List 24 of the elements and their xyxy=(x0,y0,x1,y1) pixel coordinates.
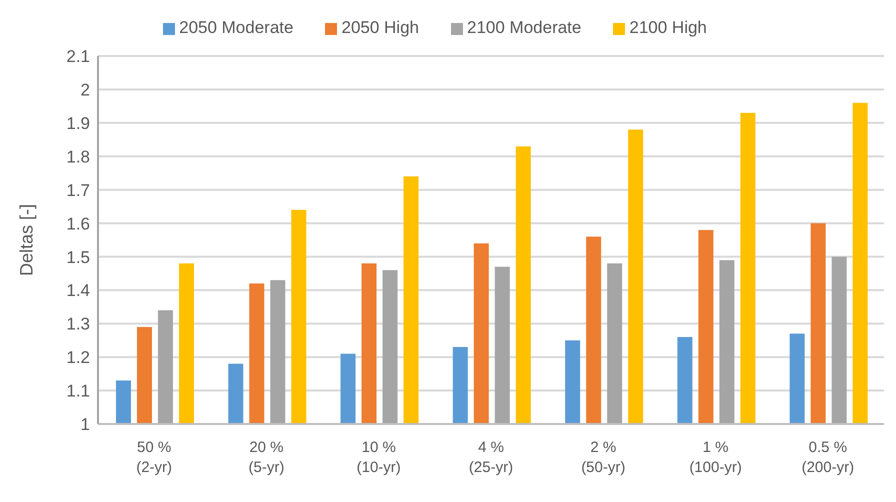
y-tick-label: 1.9 xyxy=(66,114,90,133)
y-tick-label: 2.1 xyxy=(66,47,90,66)
y-tick-label: 1.4 xyxy=(66,281,90,300)
y-tick-label: 1.8 xyxy=(66,147,90,166)
legend-label: 2050 High xyxy=(341,18,419,37)
x-tick-label: 0.5 % (200-yr) xyxy=(802,439,854,476)
y-tick-label: 1.2 xyxy=(66,348,90,368)
y-tick-label: 1.1 xyxy=(66,382,90,401)
x-tick-label: 10 % (10-yr) xyxy=(356,439,401,476)
legend-label: 2100 High xyxy=(629,18,707,37)
x-tick-label: 20 % (5-yr) xyxy=(248,439,284,476)
x-tick-label: 50 % (2-yr) xyxy=(136,439,172,476)
y-tick-label: 2 xyxy=(80,80,90,100)
y-tick-label: 1 xyxy=(80,415,90,434)
y-axis-title: Deltas [-] xyxy=(16,204,36,276)
y-tick-label: 1.3 xyxy=(66,314,90,334)
legend-label: 2100 Moderate xyxy=(467,18,582,37)
x-tick-label: 1 % (100-yr) xyxy=(689,439,742,476)
x-tick-label: 4 % (25-yr) xyxy=(468,439,514,476)
y-tick-label: 1.6 xyxy=(66,214,90,234)
y-tick-label: 1.7 xyxy=(66,180,90,200)
legend-label: 2050 Moderate xyxy=(179,18,294,37)
x-tick-label: 2 % (50-yr) xyxy=(581,439,626,476)
y-tick-label: 1.5 xyxy=(66,248,90,267)
